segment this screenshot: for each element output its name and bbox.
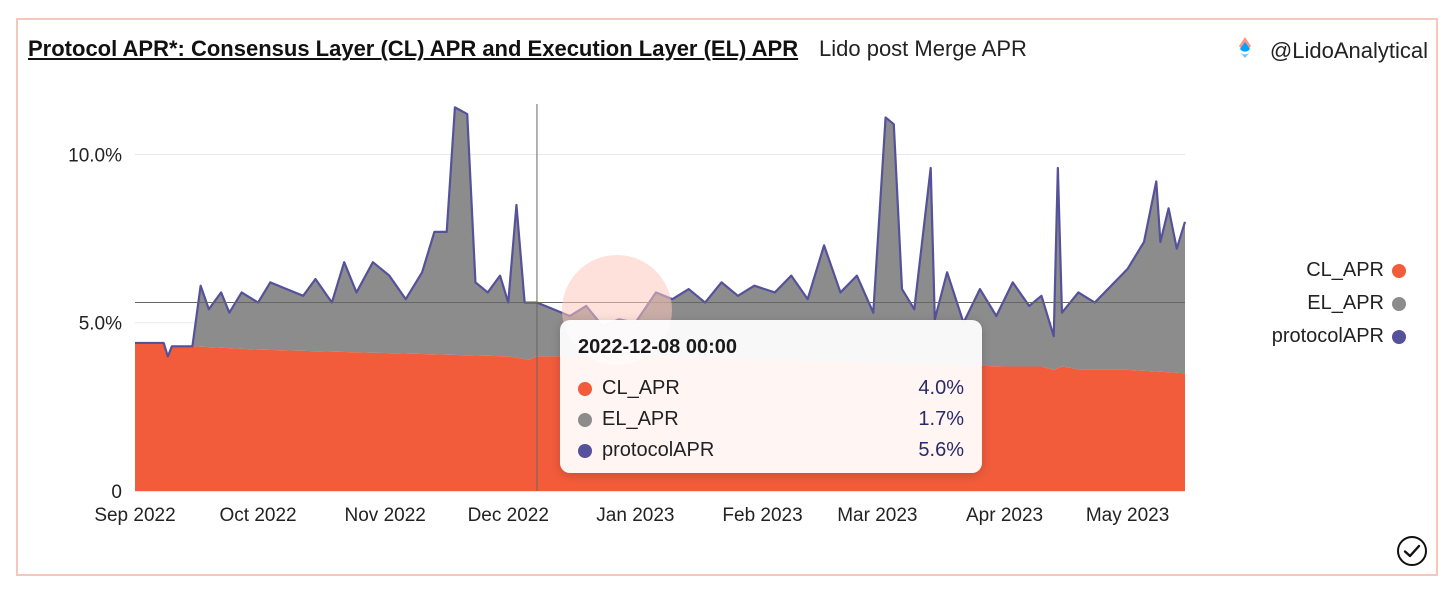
x-tick-label: Apr 2023	[966, 505, 1043, 526]
legend-item-el[interactable]: EL_APR	[1186, 287, 1406, 320]
lido-logo-icon	[1236, 36, 1254, 66]
x-tick-label: Dec 2022	[468, 505, 549, 526]
tooltip-value-cl: 4.0%	[918, 377, 964, 399]
x-tick-label: Nov 2022	[345, 505, 426, 526]
author-brand[interactable]: @LidoAnalytical	[1236, 36, 1428, 66]
tooltip-dot-cl	[578, 381, 592, 396]
y-tick-label: 5.0%	[79, 314, 122, 335]
y-tick-label: 0	[111, 482, 122, 503]
check-circle-icon[interactable]	[1396, 535, 1428, 572]
x-tick-label: Mar 2023	[837, 505, 917, 526]
chart-subtitle: Lido post Merge APR	[819, 36, 1027, 61]
chart-title-link[interactable]: Protocol APR*: Consensus Layer (CL) APR …	[28, 36, 799, 61]
legend-label-cl: CL_APR	[1306, 259, 1384, 281]
tooltip-dot-el	[578, 412, 592, 427]
legend-dot-protocol	[1392, 329, 1406, 344]
legend-dot-cl	[1392, 263, 1406, 278]
tooltip-date: 2022-12-08 00:00	[578, 336, 738, 358]
tooltip-name-protocol: protocolAPR	[602, 439, 715, 461]
x-tick-label: Jan 2023	[596, 505, 674, 526]
legend-label-protocol: protocolAPR	[1271, 325, 1384, 347]
legend-item-protocol[interactable]: protocolAPR	[1186, 320, 1406, 353]
tooltip-name-el: EL_APR	[602, 408, 679, 430]
tooltip-dot-protocol	[578, 443, 592, 458]
hover-tooltip: 2022-12-08 00:00 CL_APR 4.0% EL_APR 1.7%…	[560, 320, 982, 473]
legend-label-el: EL_APR	[1307, 292, 1384, 314]
author-handle: @LidoAnalytical	[1269, 38, 1428, 63]
tooltip-name-cl: CL_APR	[602, 377, 680, 399]
x-tick-label: May 2023	[1086, 505, 1169, 526]
chart-legend: CL_APR EL_APR protocolAPR	[1186, 254, 1406, 353]
legend-dot-el	[1392, 296, 1406, 311]
x-tick-label: Sep 2022	[94, 505, 175, 526]
tooltip-value-el: 1.7%	[918, 408, 964, 430]
x-tick-label: Feb 2023	[722, 505, 802, 526]
tooltip-value-protocol: 5.6%	[918, 439, 964, 461]
el-apr-area	[135, 107, 1185, 374]
tooltip-row-protocol: protocolAPR 5.6%	[578, 435, 964, 466]
x-tick-label: Oct 2022	[219, 505, 296, 526]
legend-item-cl[interactable]: CL_APR	[1186, 254, 1406, 287]
y-tick-label: 10.0%	[68, 145, 122, 166]
tooltip-row-cl: CL_APR 4.0%	[578, 373, 964, 404]
tooltip-row-el: EL_APR 1.7%	[578, 404, 964, 435]
